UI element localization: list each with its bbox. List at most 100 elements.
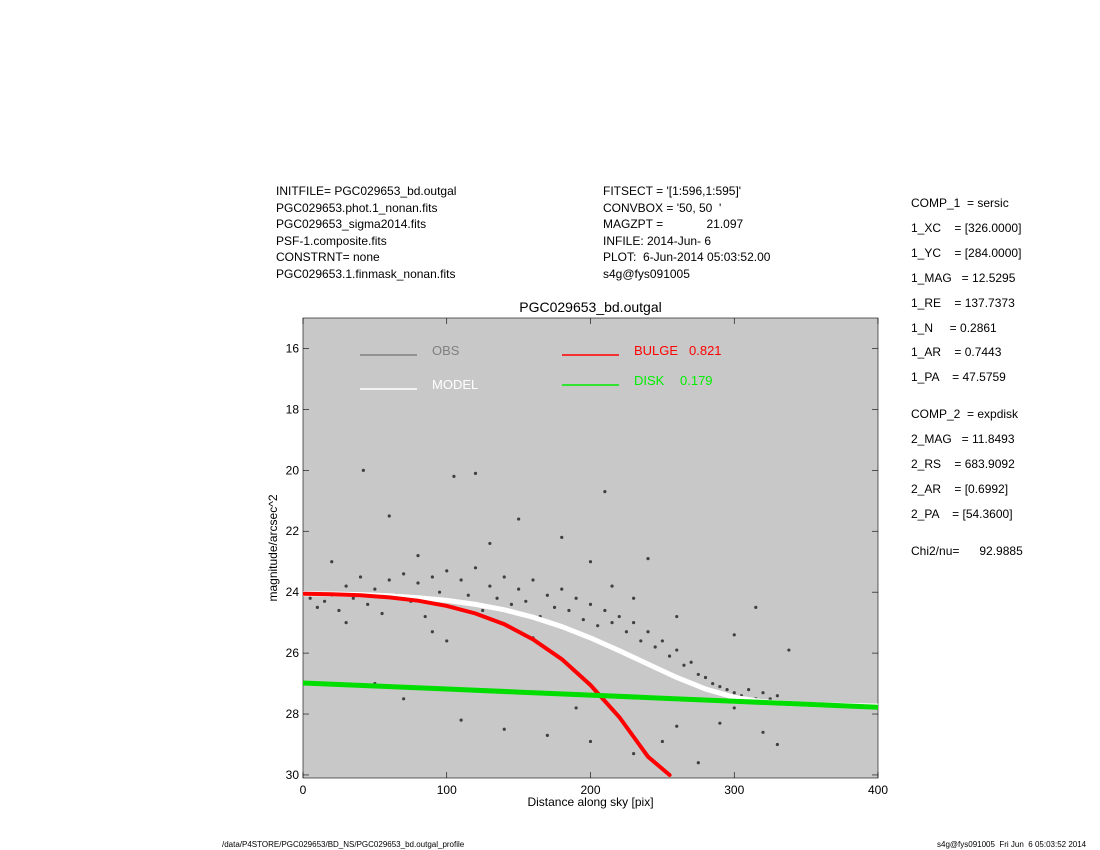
- obs-point: [660, 739, 664, 744]
- obs-point: [603, 608, 607, 613]
- obs-point: [358, 575, 363, 579]
- y-tick-label: 26: [286, 646, 300, 660]
- y-axis-label: magnitude/arcsec^2: [266, 494, 280, 601]
- obs-point: [430, 575, 434, 579]
- obs-point: [437, 590, 442, 594]
- obs-point: [560, 587, 564, 591]
- disk-series-line: [303, 680, 878, 710]
- header-mid-info: FITSECT = '[1:596,1:595]' CONVBOX = '50, …: [603, 183, 770, 282]
- obs-point: [473, 566, 478, 570]
- x-tick-label: 0: [300, 783, 307, 797]
- legend-label-obs: OBS: [432, 343, 460, 358]
- obs-point: [610, 621, 614, 625]
- y-tick-label: 30: [286, 768, 300, 782]
- footer-file-path: /data/P4STORE/PGC029653/BD_NS/PGC029653_…: [222, 840, 465, 849]
- obs-point: [473, 471, 478, 475]
- obs-point: [588, 602, 593, 606]
- legend-value-bulge: 0.821: [689, 343, 722, 358]
- obs-point: [351, 596, 355, 600]
- obs-point: [481, 608, 485, 613]
- obs-point: [775, 694, 779, 698]
- header-left-line: PGC029653_sigma2014.fits: [276, 217, 427, 231]
- obs-point: [344, 584, 348, 588]
- fit-param-line: 1_AR = 0.7443: [911, 345, 1002, 360]
- fit-param-line: COMP_2 = expdisk: [911, 407, 1019, 422]
- obs-point: [416, 554, 420, 558]
- obs-point: [366, 602, 370, 606]
- bulge-series-line: [303, 591, 672, 777]
- obs-point: [624, 630, 629, 634]
- y-tick-label: 24: [286, 585, 300, 599]
- obs-point: [495, 596, 499, 600]
- header-mid-line: s4g@fys091005: [603, 266, 690, 281]
- y-tick-label: 28: [286, 707, 300, 721]
- header-mid-line: INFILE: 2014-Jun- 6: [603, 233, 712, 248]
- obs-point: [445, 639, 449, 643]
- y-tick-label: 18: [286, 402, 300, 416]
- obs-point: [660, 639, 664, 643]
- obs-point: [502, 727, 506, 731]
- obs-point: [732, 691, 736, 695]
- obs-point: [337, 608, 341, 613]
- header-left-line: CONSTRNT= none: [276, 250, 380, 264]
- obs-point: [718, 685, 722, 689]
- obs-point: [466, 593, 470, 597]
- obs-point: [308, 596, 312, 600]
- obs-point: [639, 639, 643, 643]
- header-left-line: PGC029653.1.finmask_nonan.fits: [276, 266, 456, 281]
- obs-point: [696, 672, 700, 677]
- header-left-info: INITFILE= PGC029653_bd.outgal PGC029653.p…: [276, 183, 456, 282]
- fit-parameters: COMP_1 = sersic 1_XC = [326.0000] 1_YC = […: [911, 191, 1023, 564]
- obs-point: [617, 614, 621, 619]
- y-tick-label: 22: [286, 524, 300, 538]
- obs-point: [689, 660, 693, 664]
- obs-point: [653, 645, 657, 649]
- fit-param-line: 2_AR = [0.6992]: [911, 481, 1009, 496]
- x-tick-label: 200: [580, 783, 600, 797]
- fit-param-line: COMP_1 = sersic: [911, 196, 1009, 210]
- obs-point: [552, 605, 557, 610]
- obs-point: [452, 474, 456, 479]
- obs-point: [502, 575, 506, 579]
- obs-point: [775, 742, 779, 747]
- obs-point: [603, 490, 607, 494]
- obs-point: [402, 697, 406, 701]
- obs-point: [459, 718, 463, 722]
- chart-title: PGC029653_bd.outgal: [519, 299, 661, 315]
- obs-point: [754, 605, 758, 610]
- obs-point: [459, 578, 463, 582]
- obs-point: [588, 739, 593, 744]
- y-tick-label: 20: [286, 463, 300, 477]
- obs-point: [430, 630, 434, 634]
- obs-point: [517, 517, 521, 521]
- obs-point: [732, 633, 736, 637]
- header-mid-line: PLOT: 6-Jun-2014 05:03:52.00: [603, 250, 771, 264]
- obs-point: [344, 621, 348, 625]
- fit-param-line: 2_PA = [54.3600]: [911, 506, 1013, 521]
- fit-param-line: 1_PA = 47.5759: [911, 370, 1006, 385]
- obs-point: [373, 587, 377, 591]
- obs-point: [646, 630, 650, 634]
- obs-point: [488, 541, 492, 546]
- obs-point: [545, 733, 549, 737]
- fit-param-line: Chi2/nu= 92.9885: [911, 543, 1023, 558]
- obs-point: [632, 752, 636, 756]
- legend-value-disk: 0.179: [680, 373, 713, 388]
- obs-point: [531, 578, 535, 582]
- legend-label-model: MODEL: [432, 377, 478, 392]
- obs-point: [747, 688, 751, 692]
- obs-point: [380, 611, 384, 616]
- obs-point: [632, 621, 636, 625]
- footer-user-time: s4g@fys091005 Fri Jun 6 05:03:52 2014: [937, 840, 1087, 849]
- obs-point: [330, 560, 334, 564]
- header-mid-line: CONVBOX = '50, 50 ': [603, 200, 722, 215]
- obs-point: [315, 605, 319, 610]
- obs-point: [667, 654, 672, 658]
- obs-point: [646, 557, 650, 561]
- obs-point: [696, 761, 700, 765]
- obs-point: [761, 730, 765, 734]
- fit-param-line: 1_YC = [284.0000]: [911, 245, 1022, 260]
- obs-point: [588, 560, 593, 564]
- fit-param-line: 1_RE = 137.7373: [911, 295, 1015, 310]
